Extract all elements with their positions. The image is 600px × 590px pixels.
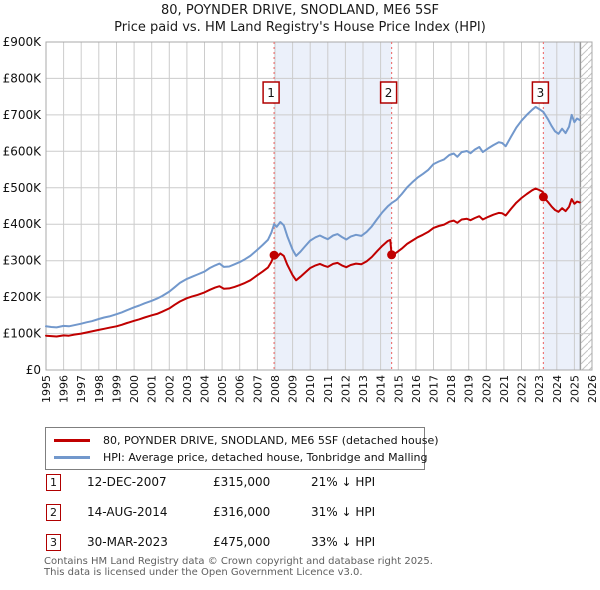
svg-text:1997: 1997 — [75, 375, 88, 403]
svg-text:2022: 2022 — [516, 375, 529, 403]
x-axis-labels: 1995 1996 1997 1998 1999 2000 2001 2002 2003 2004… — [40, 375, 599, 403]
svg-text:£100K: £100K — [3, 327, 43, 341]
hpi-legend-label: HPI: Average price, detached house, Tonb… — [103, 451, 428, 464]
price-paid-line-swatch — [54, 439, 90, 442]
sale-point-dots — [269, 192, 548, 260]
svg-text:£800K: £800K — [3, 71, 43, 85]
svg-text:£500K: £500K — [3, 181, 43, 195]
sale-2-date: 14-AUG-2014 — [87, 505, 168, 519]
svg-text:2009: 2009 — [287, 375, 300, 403]
svg-text:3: 3 — [537, 86, 545, 100]
hpi-line — [45, 105, 581, 329]
sale-1-price: £315,000 — [213, 475, 271, 489]
svg-text:2017: 2017 — [428, 375, 441, 403]
svg-text:2014: 2014 — [375, 375, 388, 403]
footer-line-1: Contains HM Land Registry data © Crown c… — [44, 556, 433, 567]
sale-3-marker-badge: 3 — [46, 533, 61, 551]
svg-text:2002: 2002 — [163, 375, 176, 403]
plot-border — [45, 41, 593, 371]
svg-text:£300K: £300K — [3, 254, 43, 268]
sale-3-date: 30-MAR-2023 — [87, 535, 168, 549]
future-hatch-band — [579, 42, 592, 370]
svg-text:2008: 2008 — [269, 375, 282, 403]
svg-text:2020: 2020 — [480, 375, 493, 403]
svg-text:2018: 2018 — [445, 375, 458, 403]
sale-1-marker-badge: 1 — [46, 473, 61, 491]
sale-1-hpi-diff: 21% ↓ HPI — [311, 475, 376, 489]
svg-text:2001: 2001 — [146, 375, 159, 403]
price-history-chart: 1 2 3 £0 £100K £200K £300K £400K £500K £600K £70… — [3, 35, 599, 403]
svg-text:2025: 2025 — [568, 375, 581, 403]
price-paid-line — [45, 187, 581, 338]
svg-text:1998: 1998 — [93, 375, 106, 403]
chart-legend: 80, POYNDER DRIVE, SNODLAND, ME6 5SF (de… — [45, 427, 439, 470]
svg-text:2016: 2016 — [410, 375, 423, 403]
license-footer: Contains HM Land Registry data © Crown c… — [44, 556, 433, 578]
svg-text:1: 1 — [267, 86, 275, 100]
sale-2-marker-badge: 2 — [46, 503, 61, 521]
svg-text:2012: 2012 — [339, 375, 352, 403]
sales-table: 1 12-DEC-2007 £315,000 21% ↓ HPI 2 14-AU… — [46, 467, 586, 557]
svg-text:2006: 2006 — [234, 375, 247, 403]
sale-3-hpi-diff: 33% ↓ HPI — [311, 535, 376, 549]
svg-text:2021: 2021 — [498, 375, 511, 403]
svg-text:2013: 2013 — [357, 375, 370, 403]
svg-text:2011: 2011 — [322, 375, 335, 403]
svg-text:£0: £0 — [26, 363, 41, 377]
sale-row-2: 2 14-AUG-2014 £316,000 31% ↓ HPI — [46, 497, 586, 527]
svg-text:1995: 1995 — [40, 375, 53, 403]
svg-text:2024: 2024 — [551, 375, 564, 403]
svg-text:2010: 2010 — [304, 375, 317, 403]
svg-text:2023: 2023 — [533, 375, 546, 403]
chart-subtitle: Price paid vs. HM Land Registry's House … — [114, 20, 486, 35]
price-paid-legend-label: 80, POYNDER DRIVE, SNODLAND, ME6 5SF (de… — [103, 434, 439, 447]
sale-3-price: £475,000 — [213, 535, 271, 549]
svg-text:2026: 2026 — [586, 375, 599, 403]
svg-text:2007: 2007 — [251, 375, 264, 403]
svg-text:£600K: £600K — [3, 144, 43, 158]
legend-row-price-paid: 80, POYNDER DRIVE, SNODLAND, ME6 5SF (de… — [46, 432, 439, 449]
sale-2-price: £316,000 — [213, 505, 271, 519]
sale-row-1: 1 12-DEC-2007 £315,000 21% ↓ HPI — [46, 467, 586, 497]
svg-text:2005: 2005 — [216, 375, 229, 403]
svg-text:2000: 2000 — [128, 375, 141, 403]
svg-text:1996: 1996 — [58, 375, 71, 403]
sale-row-3: 3 30-MAR-2023 £475,000 33% ↓ HPI — [46, 527, 586, 557]
svg-text:£700K: £700K — [3, 108, 43, 122]
svg-text:£900K: £900K — [3, 35, 43, 49]
chart-title: 80, POYNDER DRIVE, SNODLAND, ME6 5SF — [161, 3, 439, 18]
svg-text:2015: 2015 — [392, 375, 405, 403]
legend-row-hpi: HPI: Average price, detached house, Tonb… — [46, 449, 428, 466]
y-axis-labels: £0 £100K £200K £300K £400K £500K £600K £700K £80… — [3, 35, 43, 377]
svg-text:1999: 1999 — [111, 375, 124, 403]
svg-text:2019: 2019 — [463, 375, 476, 403]
hpi-line-swatch — [54, 456, 90, 459]
svg-text:2004: 2004 — [199, 375, 212, 403]
svg-text:2: 2 — [385, 86, 393, 100]
svg-text:£400K: £400K — [3, 217, 43, 231]
sale-marker-labels: 1 2 3 — [262, 81, 550, 104]
sale-1-date: 12-DEC-2007 — [87, 475, 167, 489]
footer-line-2: This data is licensed under the Open Gov… — [44, 567, 363, 578]
svg-text:2003: 2003 — [181, 375, 194, 403]
svg-text:£200K: £200K — [3, 290, 43, 304]
sale-2-hpi-diff: 31% ↓ HPI — [311, 505, 376, 519]
